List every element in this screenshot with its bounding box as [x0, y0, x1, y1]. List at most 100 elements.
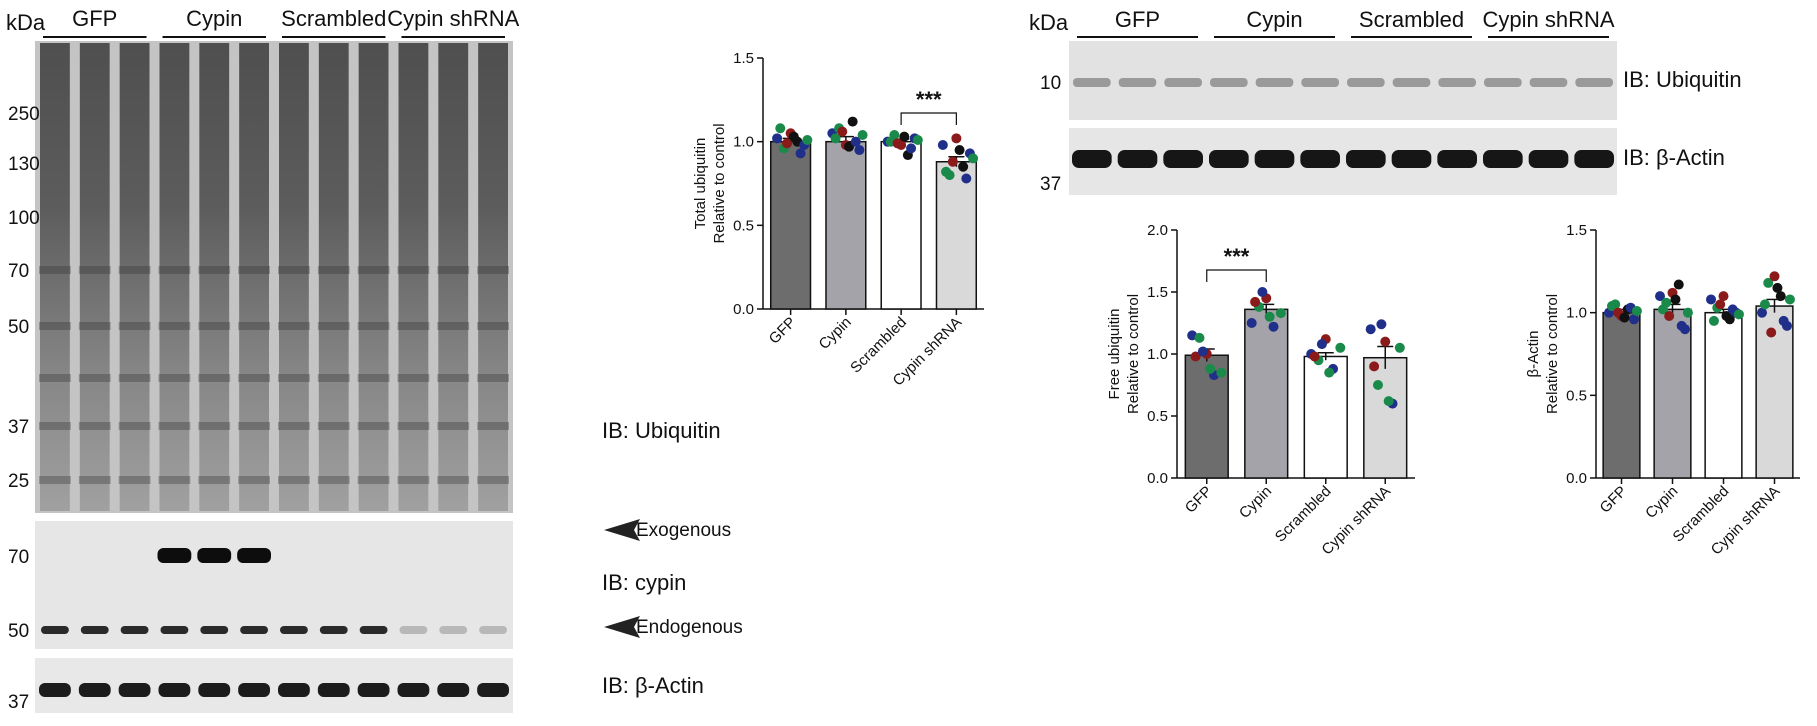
band [120, 626, 149, 634]
band [200, 626, 229, 634]
x-tick-label: GFP [1596, 483, 1630, 517]
data-point [1316, 339, 1327, 350]
band [238, 266, 270, 274]
y-tick-label: 0.5 [1566, 387, 1587, 404]
data-point [1309, 351, 1320, 362]
lane-smear [40, 43, 70, 511]
data-point [1628, 314, 1639, 325]
group-label: Cypin [186, 6, 242, 31]
band [359, 626, 388, 634]
band [357, 266, 390, 274]
significance-label: *** [1224, 244, 1250, 269]
data-point [954, 145, 965, 156]
band [198, 266, 231, 274]
x-tick-label: Cypin [1642, 483, 1681, 522]
band [238, 476, 270, 484]
band [399, 626, 428, 634]
y-tick-label: 1.0 [733, 134, 754, 151]
marker-label: 37 [8, 692, 29, 713]
data-point [951, 133, 962, 144]
data-point [1619, 312, 1630, 323]
data-point [782, 138, 793, 149]
band [198, 683, 231, 697]
data-point [1380, 336, 1391, 347]
data-point [837, 126, 848, 137]
data-point [1194, 332, 1205, 343]
data-point [1682, 307, 1693, 318]
band [157, 548, 192, 563]
arrow-label: Exogenous [636, 520, 731, 541]
bar [769, 140, 812, 310]
band [357, 476, 390, 484]
data-point [1190, 351, 1201, 362]
data-point [1676, 320, 1687, 331]
band [39, 476, 71, 484]
band [397, 422, 430, 430]
ubiquitin-blot [1069, 41, 1617, 120]
data-point [968, 153, 979, 164]
data-point [1706, 294, 1717, 305]
band [238, 374, 270, 382]
band [1163, 150, 1203, 168]
band [317, 683, 350, 697]
data-point [1250, 296, 1261, 307]
bar [825, 140, 867, 310]
blot-label: IB: β-Actin [1623, 145, 1725, 170]
band [158, 266, 191, 274]
data-point [1275, 308, 1286, 319]
band [437, 683, 470, 697]
y-axis-label: β-Actin [1525, 331, 1542, 378]
y-axis-label: Total ubiquitin [692, 138, 709, 230]
band [158, 683, 191, 697]
significance-bracket [1206, 269, 1267, 282]
arrowhead [604, 519, 640, 541]
band [357, 422, 390, 430]
y-tick-label: 2.0 [1147, 222, 1168, 239]
band [78, 374, 111, 382]
bar [1244, 308, 1289, 479]
data-point [1655, 291, 1666, 302]
y-tick-label: 0.5 [733, 217, 754, 234]
cypin-blot [35, 521, 513, 649]
band [1255, 78, 1294, 87]
band [278, 476, 310, 484]
band [1484, 78, 1522, 87]
data-point [1759, 299, 1770, 310]
band [39, 322, 71, 330]
band [80, 626, 109, 634]
band [477, 322, 509, 330]
data-point [1631, 306, 1642, 317]
marker-label: 250 [8, 104, 40, 125]
lane-smear [239, 43, 269, 511]
data-point [854, 145, 865, 156]
actin-blot [35, 658, 513, 713]
data-point [1197, 346, 1208, 357]
band [39, 374, 71, 382]
data-point [1268, 321, 1279, 332]
band [439, 626, 468, 634]
marker-label: 37 [1040, 174, 1061, 195]
data-point [1757, 307, 1768, 318]
data-point [1324, 367, 1335, 378]
lane-smear [318, 43, 349, 511]
significance-label: *** [916, 87, 942, 112]
band [437, 322, 470, 330]
data-point [830, 133, 841, 144]
data-point [958, 161, 969, 172]
band [1117, 150, 1158, 168]
marker-label: 70 [8, 547, 29, 568]
data-point [1715, 299, 1726, 310]
band [238, 683, 270, 697]
data-point [899, 131, 910, 142]
marker-label: 50 [8, 317, 29, 338]
lane-smear [438, 43, 469, 511]
band [78, 266, 111, 274]
data-point [1778, 315, 1789, 326]
band [39, 266, 71, 274]
band [479, 626, 507, 634]
band [1209, 150, 1249, 168]
y-tick-label: 1.0 [1147, 346, 1168, 363]
data-point [1670, 294, 1681, 305]
band [1529, 78, 1568, 87]
